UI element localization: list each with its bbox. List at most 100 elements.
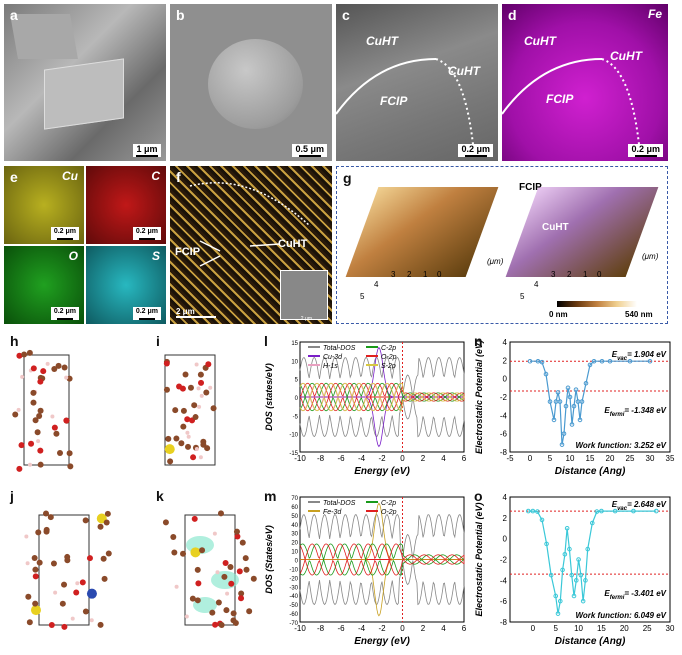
panel-label: b (176, 7, 185, 23)
atom-c (192, 414, 199, 421)
atom-h (197, 404, 202, 409)
atom-c (31, 555, 38, 562)
atom-h (196, 386, 201, 391)
panel-label: k (156, 488, 164, 504)
data-point (561, 431, 567, 436)
y-tick-label: -4 (500, 576, 508, 585)
fcip-annotation: FCIP (175, 246, 201, 258)
tick-label: 1 (583, 270, 588, 279)
scale-bar: 0.2 μm (458, 144, 493, 157)
atom-c (100, 555, 107, 562)
atom-h (89, 618, 94, 623)
y-tick-label: 10 (291, 359, 298, 365)
data-point (589, 520, 595, 526)
atom-c (242, 555, 249, 562)
potential-chart-o: o 0 5 10 15 20 25 30 -8 -6 -4 -2 0 2 4 Evac= 2.648 eV E… (472, 485, 678, 650)
cuht-annotation: CuHT (610, 49, 642, 63)
atom-o (228, 580, 235, 587)
panel-label: j (10, 488, 14, 504)
x-tick-label: 30 (646, 454, 655, 463)
data-point (569, 422, 575, 427)
element-label: Fe (647, 7, 662, 21)
c-map: C 0.2 μm (86, 166, 166, 244)
eds-panel-e: Cu 0.2 μm C 0.2 μm O 0.2 μm S 0.2 μm e (4, 166, 166, 324)
series-line (300, 346, 464, 448)
atom-c (51, 365, 58, 372)
atom-c (189, 595, 196, 602)
data-point (607, 358, 613, 364)
atom-c (165, 435, 172, 442)
sem-panel-b: b 0.5 μm (170, 4, 332, 161)
data-point (565, 385, 571, 391)
potential-plot: 0 5 10 15 20 25 30 -8 -6 -4 -2 0 2 4 Evac= 2.648 eV Efe… (474, 493, 675, 647)
atom-o (184, 416, 191, 423)
atom-o (222, 559, 229, 566)
atom-o (190, 454, 197, 461)
atom-h (45, 361, 50, 366)
atom-c (26, 619, 33, 626)
tick-label: 3 (391, 270, 396, 279)
panel-label: f (176, 169, 181, 185)
evac-label: Evac= 1.904 eV (612, 350, 667, 362)
x-tick-label: 25 (626, 454, 635, 463)
x-tick-label: 6 (462, 624, 467, 633)
x-tick-label: -6 (337, 454, 345, 463)
data-point (594, 509, 600, 514)
atom-o (37, 378, 44, 385)
atom-c (197, 371, 204, 378)
atom-c (215, 599, 222, 606)
x-tick-label: 2 (421, 624, 426, 633)
atom-o (86, 555, 93, 562)
x-tick-label: 0 (400, 454, 405, 463)
data-point (627, 358, 633, 364)
atom-o (236, 568, 243, 575)
y-tick-label: -6 (500, 430, 508, 439)
legend-label: C-2p (381, 345, 396, 352)
fcip-annotation: FCIP (519, 182, 542, 193)
cu-map: Cu 0.2 μm (4, 166, 84, 244)
y-tick-label: -60 (289, 612, 298, 618)
atom-c (209, 609, 216, 616)
data-point (535, 509, 540, 514)
x-tick-label: 5 (553, 624, 558, 633)
structure-panel-h: h (4, 330, 84, 480)
x-tick-label: 35 (666, 454, 675, 463)
atom-c (238, 590, 245, 597)
x-tick-label: 10 (574, 624, 583, 633)
x-tick-label: 15 (586, 454, 595, 463)
structure-panel-i: i (150, 330, 230, 480)
atom-c (194, 597, 201, 604)
x-tick-label: 10 (566, 454, 575, 463)
atom-s (30, 605, 41, 616)
y-tick-label: 40 (291, 523, 298, 529)
tick-label: 5 (360, 292, 365, 301)
atom-o (238, 595, 245, 602)
atom-o (32, 573, 39, 580)
x-tick-label: 2 (421, 454, 426, 463)
data-point (631, 508, 636, 514)
atom-c (12, 411, 19, 418)
y-tick-label: 5 (295, 378, 299, 384)
x-tick-label: 0 (528, 454, 533, 463)
atom-c (61, 581, 68, 588)
data-point (583, 578, 588, 583)
tick-label: 0 (437, 270, 442, 279)
y-tick-label: -6 (500, 597, 508, 606)
scale-bar: 0.2 μm (132, 307, 161, 320)
atom-c (194, 566, 201, 573)
y-tick-label: 0 (503, 375, 508, 384)
atom-c (30, 389, 37, 396)
data-point (612, 508, 618, 514)
data-point (578, 572, 584, 578)
dos-chart-l: l -10 -8 -6 -4 -2 0 2 4 6 -15 -10 -5 0 5 10 15 Total-DOS… (262, 330, 472, 480)
element-label: S (151, 249, 160, 263)
eds-panel-d: d Fe CuHT CuHT FCIP 0.2 μm (502, 4, 668, 161)
potential-line (528, 510, 657, 614)
scale-bar: 0.2 μm (132, 227, 161, 240)
y-tick-label: -40 (289, 594, 298, 600)
atom-o (163, 360, 170, 367)
atom-c (53, 430, 60, 437)
atom-o (30, 365, 37, 372)
data-point (583, 380, 589, 386)
x-tick-label: 20 (620, 624, 629, 633)
